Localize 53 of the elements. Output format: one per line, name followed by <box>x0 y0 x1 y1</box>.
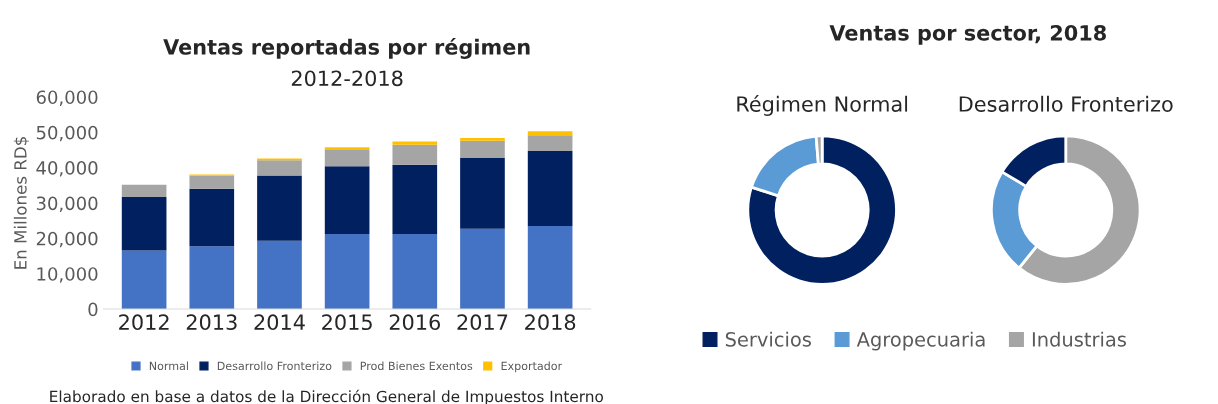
bar <box>527 135 573 152</box>
bar <box>392 234 438 310</box>
chart-title: Ventas reportadas por régimen <box>163 37 530 60</box>
y-tick-label: 30,000 <box>36 196 98 212</box>
x-tick-label: 2017 <box>457 314 508 331</box>
bar <box>460 228 505 310</box>
bar <box>257 175 302 241</box>
bar <box>392 144 438 165</box>
bar <box>121 250 167 310</box>
bar <box>257 240 302 310</box>
legend-label: Normal <box>149 361 188 371</box>
donut-slice <box>746 134 898 286</box>
x-tick-label: 2016 <box>389 314 440 331</box>
x-tick-label: 2014 <box>254 314 305 331</box>
x-tick-label: 2018 <box>525 314 576 331</box>
legend-label: Exportador <box>501 361 563 373</box>
legend-label: Agropecuaria <box>856 331 985 351</box>
y-tick-label: 10,000 <box>37 267 98 283</box>
chart-subtitle: Régimen Normal <box>737 94 908 116</box>
x-tick-label: 2012 <box>119 314 169 331</box>
bar <box>121 197 167 251</box>
bar <box>392 141 438 145</box>
y-tick-label: 0 <box>88 302 98 317</box>
y-axis-title: En Millones RD$ <box>13 137 29 269</box>
bar <box>324 166 370 235</box>
x-tick-label: 2013 <box>186 314 237 331</box>
bar <box>324 234 370 310</box>
legend-label: Prod Bienes Exentos <box>360 361 473 371</box>
legend-label: Servicios <box>725 331 811 347</box>
chart-title: Ventas por sector, 2018 <box>829 24 1106 45</box>
bar <box>189 175 235 189</box>
y-tick-label: 50,000 <box>36 125 98 142</box>
y-tick-label: 60,000 <box>36 90 98 106</box>
legend-label: Desarrollo Fronterizo <box>217 361 332 371</box>
legend-label: Industrias <box>1032 331 1126 347</box>
bar <box>121 184 167 197</box>
bar <box>460 137 505 141</box>
bar <box>324 149 370 167</box>
bar <box>189 188 235 247</box>
chart-subtitle: 2012-2018 <box>291 70 403 87</box>
bar <box>257 160 302 176</box>
y-tick-label: 40,000 <box>36 161 98 177</box>
x-tick-label: 2015 <box>322 314 372 331</box>
bar <box>189 246 235 310</box>
bar <box>527 225 573 310</box>
bar <box>460 158 505 229</box>
chart-subtitle: Desarrollo Fronterizo <box>959 95 1173 112</box>
bar <box>392 164 438 235</box>
y-tick-label: 20,000 <box>36 231 98 248</box>
bar <box>527 151 573 226</box>
bar <box>460 140 505 159</box>
bar <box>324 147 370 150</box>
bar <box>527 131 573 136</box>
